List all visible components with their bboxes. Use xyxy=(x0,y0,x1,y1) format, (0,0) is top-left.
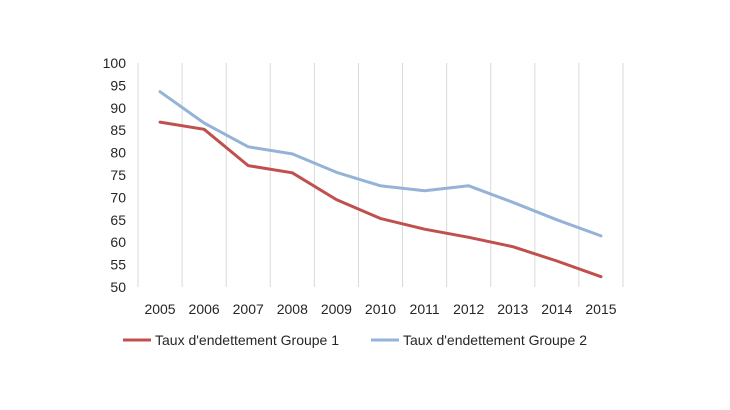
x-axis-tick-labels: 2005 2006 2007 2008 2009 2010 2011 2012 2013 2014… xyxy=(144,301,616,317)
x-tick-label: 2011 xyxy=(410,301,440,317)
x-tick-label: 2006 xyxy=(189,301,220,317)
x-tick-label: 2009 xyxy=(321,301,352,317)
y-tick-label: 100 xyxy=(103,55,127,71)
y-tick-label: 60 xyxy=(110,234,126,250)
y-tick-label: 75 xyxy=(110,167,126,183)
x-tick-label: 2010 xyxy=(365,301,396,317)
x-tick-label: 2013 xyxy=(497,301,528,317)
legend: Taux d'endettement Groupe 1 Taux d'endett… xyxy=(123,332,587,348)
y-tick-label: 90 xyxy=(110,100,126,116)
series-line-2 xyxy=(158,90,603,238)
series-line-1 xyxy=(158,120,603,279)
legend-item-groupe-1: Taux d'endettement Groupe 1 xyxy=(123,332,339,348)
y-tick-label: 80 xyxy=(110,145,126,161)
y-tick-label: 85 xyxy=(110,122,126,138)
y-tick-label: 95 xyxy=(110,77,126,93)
y-tick-label: 55 xyxy=(110,257,126,273)
x-tick-label: 2015 xyxy=(585,301,616,317)
y-tick-label: 65 xyxy=(110,212,126,228)
x-tick-label: 2005 xyxy=(144,301,175,317)
y-tick-label: 50 xyxy=(110,279,126,295)
series-lines xyxy=(158,90,603,279)
x-tick-label: 2007 xyxy=(233,301,264,317)
x-tick-label: 2012 xyxy=(453,301,484,317)
y-axis-tick-labels: 50 55 60 65 70 75 80 85 90 95 100 xyxy=(103,55,127,295)
legend-item-groupe-2: Taux d'endettement Groupe 2 xyxy=(371,332,587,348)
legend-label: Taux d'endettement Groupe 2 xyxy=(403,332,587,348)
legend-label: Taux d'endettement Groupe 1 xyxy=(155,332,339,348)
x-tick-label: 2014 xyxy=(541,301,572,317)
x-tick-label: 2008 xyxy=(277,301,308,317)
y-tick-label: 70 xyxy=(110,189,126,205)
gridlines xyxy=(137,63,624,287)
